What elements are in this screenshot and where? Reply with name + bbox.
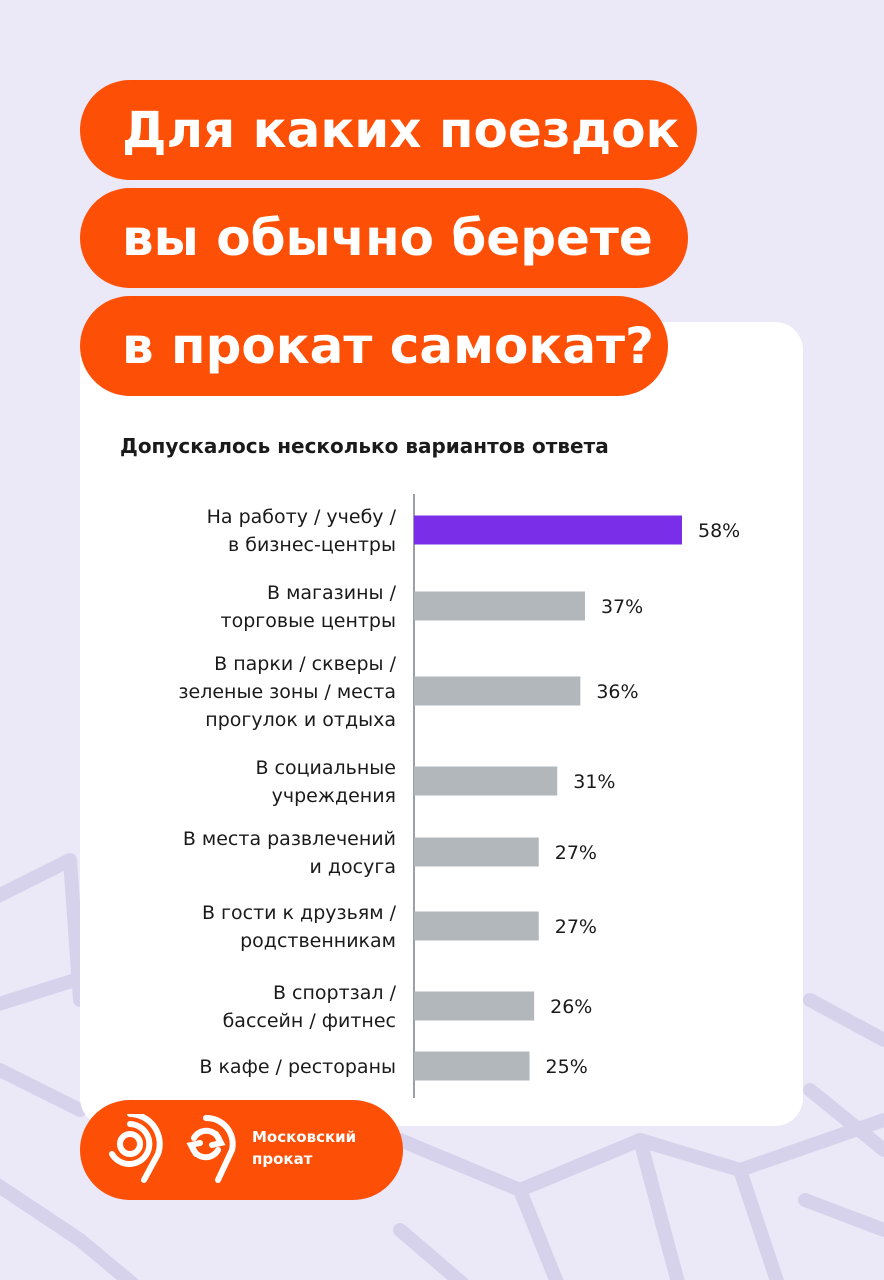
category-label: бассейн / фитнес: [223, 1010, 396, 1032]
category-label: В магазины /: [267, 582, 397, 604]
value-label: 26%: [550, 996, 592, 1018]
category-label: В спортзал /: [273, 982, 397, 1004]
value-label: 27%: [555, 842, 597, 864]
nine-spiral-icon: [109, 1114, 163, 1183]
bar: [414, 676, 581, 706]
category-label: В гости к друзьям /: [202, 902, 397, 924]
category-label: учреждения: [272, 785, 396, 807]
value-label: 37%: [601, 596, 643, 618]
category-label: В места развлечений: [183, 828, 396, 850]
category-label: и досуга: [310, 856, 396, 878]
category-label: В парки / скверы /: [214, 653, 396, 675]
chart-subtitle: Допускалось несколько вариантов ответа: [120, 434, 609, 458]
value-label: 25%: [546, 1056, 588, 1078]
bar: [414, 991, 535, 1021]
brand-name: Московский прокат: [252, 1126, 356, 1170]
category-label: В социальные: [255, 757, 396, 779]
category-label: торговые центры: [221, 610, 396, 632]
value-label: 27%: [555, 916, 597, 938]
title-line-1: Для каких поездок: [80, 80, 697, 180]
brand-name-line-2: прокат: [252, 1150, 313, 1168]
title-line-3: в прокат самокат?: [80, 296, 668, 396]
category-label: родственникам: [240, 930, 396, 952]
category-label: прогулок и отдыха: [205, 709, 396, 731]
value-label: 58%: [698, 520, 740, 542]
bar: [414, 911, 539, 941]
title-line-2: вы обычно берете: [80, 188, 688, 288]
bar: [414, 1051, 530, 1081]
value-label: 36%: [596, 681, 638, 703]
bar: [414, 515, 682, 545]
category-label: зеленые зоны / места: [178, 681, 396, 703]
bar: [414, 837, 539, 867]
brand-name-line-1: Московский: [252, 1128, 357, 1146]
category-label: На работу / учебу /: [207, 506, 397, 528]
value-label: 31%: [573, 771, 615, 793]
bar: [414, 766, 558, 796]
bar-chart: 58% На работу / учебу / в бизнес-центры 37%…: [178, 494, 740, 1098]
nine-refresh-icon: [186, 1114, 236, 1183]
category-label: в бизнес-центры: [228, 534, 396, 556]
bar: [414, 591, 585, 621]
category-label: В кафе / рестораны: [199, 1056, 396, 1078]
brand-logo-badge: Московский прокат: [80, 1100, 403, 1200]
